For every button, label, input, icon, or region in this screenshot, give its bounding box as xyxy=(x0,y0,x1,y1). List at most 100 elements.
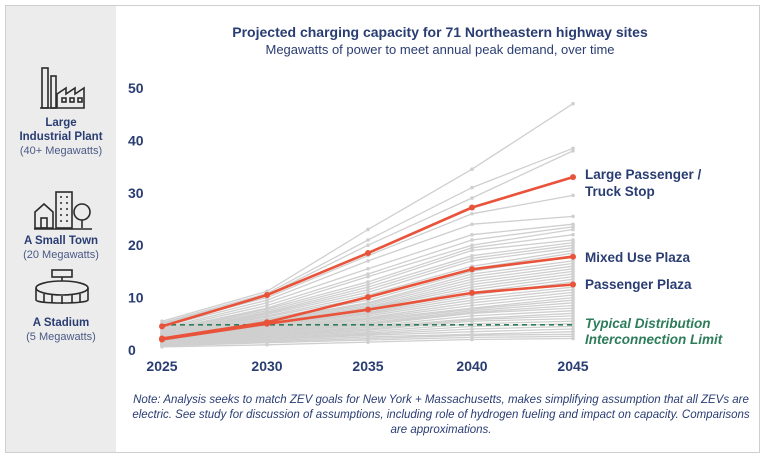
background-series-point xyxy=(366,287,370,292)
background-series-point xyxy=(571,222,575,227)
reference-line-label: Typical Distribution xyxy=(585,316,711,331)
series-label-mixed-use: Mixed Use Plaza xyxy=(585,250,691,265)
background-series-point xyxy=(470,211,474,216)
highlight-series-point xyxy=(570,253,576,260)
background-series-point xyxy=(470,196,474,200)
chart-title: Projected charging capacity for 71 North… xyxy=(232,24,648,40)
background-series-point xyxy=(470,319,474,323)
background-series-point xyxy=(571,277,575,282)
reference-line-label: Interconnection Limit xyxy=(585,332,723,347)
background-series-point xyxy=(571,329,575,334)
background-series-point xyxy=(571,293,575,297)
background-series-point xyxy=(470,238,474,242)
x-tick-label: 2040 xyxy=(456,358,487,374)
background-series-point xyxy=(470,246,474,250)
highlight-series-point xyxy=(570,281,576,288)
series-label-truck-stop: Large Passenger / xyxy=(585,167,702,182)
background-series-point xyxy=(470,298,474,303)
background-series-point xyxy=(470,222,474,227)
background-series-point xyxy=(470,314,474,318)
footnote: Note: Analysis seeks to match ZEV goals … xyxy=(132,394,750,436)
background-series-point xyxy=(571,274,575,279)
background-series-point xyxy=(366,280,370,284)
background-series-point xyxy=(265,342,269,347)
highlight-series-point xyxy=(469,289,475,296)
background-series-point xyxy=(571,193,575,198)
background-series-point xyxy=(571,316,575,321)
background-series-point xyxy=(571,232,575,237)
ref-stadium-detail: (5 Megawatts) xyxy=(26,331,96,343)
background-series-point xyxy=(571,322,575,326)
background-series-point xyxy=(571,324,575,329)
highlight-series-point xyxy=(264,291,270,298)
background-series-point xyxy=(571,261,575,266)
background-series-point xyxy=(571,301,575,305)
background-series-point xyxy=(160,345,164,349)
background-series-point xyxy=(470,232,474,237)
background-series-point xyxy=(571,225,575,229)
background-series-point xyxy=(470,282,474,287)
background-series-point xyxy=(470,329,474,334)
x-tick-label: 2025 xyxy=(146,358,177,374)
background-series-point xyxy=(366,272,370,276)
background-series-point xyxy=(571,295,575,300)
ref-town-detail: (20 Megawatts) xyxy=(23,249,99,261)
x-axis-ticks: 2025 2030 2035 2040 2045 xyxy=(146,358,588,374)
background-series-point xyxy=(571,240,575,245)
background-series-point xyxy=(470,167,474,172)
background-series-point xyxy=(571,306,575,310)
background-series-point xyxy=(571,146,575,151)
y-tick-label: 20 xyxy=(128,237,144,253)
ref-stadium: A Stadium (5 Megawatts) xyxy=(6,316,116,344)
background-series-point xyxy=(571,214,575,219)
background-series-point xyxy=(571,149,575,153)
background-series-point xyxy=(571,327,575,331)
background-series-point xyxy=(470,272,474,276)
background-series-point xyxy=(470,280,474,284)
highlight-series-point xyxy=(365,294,371,301)
background-series-point xyxy=(571,308,575,313)
background-series-point xyxy=(265,301,269,305)
ref-small-town: A Small Town (20 Megawatts) xyxy=(6,234,116,262)
background-series-point xyxy=(571,243,575,247)
stadium-icon xyxy=(35,269,89,304)
background-series-point xyxy=(571,336,575,341)
background-series-point xyxy=(366,285,370,289)
background-series-point xyxy=(366,340,370,344)
background-series-point xyxy=(470,295,474,300)
background-series-point xyxy=(470,277,474,282)
ref-stadium-label: A Stadium xyxy=(32,317,90,329)
chart-subtitle: Megawatts of power to meet annual peak d… xyxy=(265,42,615,57)
background-series-point xyxy=(470,185,474,190)
background-series-point xyxy=(571,101,575,106)
background-series-point xyxy=(366,243,370,247)
y-tick-label: 10 xyxy=(128,290,144,306)
highlight-series-point xyxy=(570,174,576,181)
series-label-passenger-plaza: Passenger Plaza xyxy=(585,277,692,292)
highlight-series-point xyxy=(159,323,165,330)
background-series-point xyxy=(265,298,269,303)
background-series-point xyxy=(470,274,474,279)
small-town-icon xyxy=(34,191,92,230)
x-tick-label: 2035 xyxy=(352,358,383,374)
highlighted-series-group xyxy=(159,174,576,343)
background-series-point xyxy=(366,227,370,232)
background-series-point xyxy=(571,311,575,316)
background-series-point xyxy=(571,298,575,303)
y-tick-label: 50 xyxy=(128,80,144,96)
background-series-point xyxy=(571,238,575,242)
factory-icon xyxy=(40,67,85,109)
background-series-point xyxy=(470,285,474,289)
x-tick-label: 2045 xyxy=(557,358,588,374)
background-series-point xyxy=(470,327,474,331)
background-series-point xyxy=(571,266,575,271)
background-series-point xyxy=(571,227,575,232)
background-series-point xyxy=(470,303,474,308)
background-series-point xyxy=(571,259,575,263)
background-series-point xyxy=(366,259,370,263)
y-axis-ticks: 0 10 20 30 40 50 xyxy=(128,80,144,358)
highlight-series-point xyxy=(469,266,475,273)
background-series-point xyxy=(366,282,370,287)
chart-frame xyxy=(5,5,760,453)
background-series-point xyxy=(571,287,575,292)
